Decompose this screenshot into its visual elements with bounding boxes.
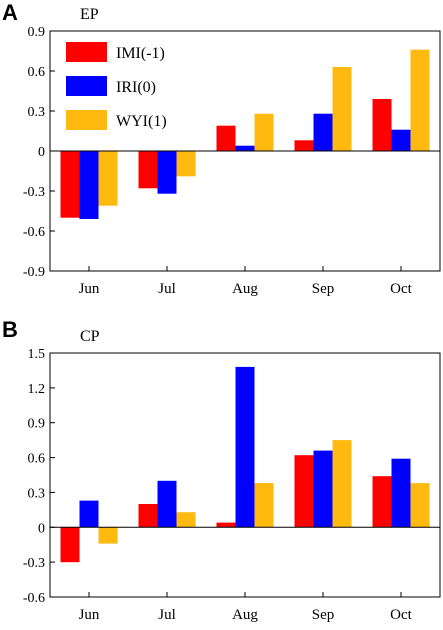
y-tick-label: 0.9	[28, 417, 46, 432]
panel-a-legend: IMI(-1) IRI(0) WYI(1)	[66, 42, 167, 130]
panel-b-subtitle: CP	[80, 328, 100, 345]
bar-aug-series-0	[216, 125, 236, 151]
bar-sep-series-0	[294, 140, 314, 151]
bar-oct-series-2	[410, 483, 430, 528]
legend-swatch-1	[66, 76, 107, 96]
bar-oct-series-1	[391, 458, 411, 528]
x-tick-label-oct: Oct	[390, 607, 412, 623]
x-tick-label-jul: Jul	[158, 607, 176, 623]
y-tick-label: 0.6	[28, 65, 46, 80]
y-tick-label: -0.3	[23, 556, 45, 571]
legend-swatch-2	[66, 110, 107, 130]
legend-swatch-0	[66, 42, 107, 62]
panel-a-bars	[50, 49, 440, 219]
y-tick-label: 0	[38, 521, 45, 536]
bar-jun-series-2	[98, 151, 118, 206]
bar-sep-series-1	[313, 113, 333, 151]
panel-b-y-axis: -0.6 -0.3 0 0.3 0.6 0.9 1.2 1.5	[23, 347, 55, 606]
x-tick-label-oct: Oct	[390, 281, 412, 297]
x-tick-label-sep: Sep	[312, 607, 335, 623]
bar-aug-series-0	[216, 522, 236, 528]
panel-a-y-axis: -0.9 -0.6 -0.3 0 0.3 0.6 0.9	[23, 25, 55, 280]
bar-aug-series-1	[235, 145, 255, 151]
bar-jun-series-0	[60, 151, 80, 218]
x-tick-label-jun: Jun	[79, 607, 100, 623]
bar-sep-series-1	[313, 450, 333, 528]
y-tick-label: 0.6	[28, 452, 46, 467]
x-tick-label-sep: Sep	[312, 281, 335, 297]
panel-a-x-axis: Jun Jul Aug Sep Oct	[79, 266, 413, 297]
y-tick-label: 1.2	[28, 382, 46, 397]
bar-jul-series-0	[138, 504, 158, 528]
bar-jul-series-2	[176, 151, 196, 177]
y-tick-label: -0.9	[23, 265, 45, 280]
panel-b-letter: B	[2, 317, 18, 342]
bar-jun-series-2	[98, 527, 118, 544]
y-tick-label: 0	[38, 145, 45, 160]
bar-aug-series-2	[254, 483, 274, 528]
bar-oct-series-0	[372, 476, 392, 528]
bar-oct-series-1	[391, 129, 411, 151]
y-tick-label: 0.9	[28, 25, 46, 40]
bar-aug-series-1	[235, 366, 255, 528]
y-tick-label: 0.3	[28, 486, 46, 501]
y-tick-label: -0.6	[23, 225, 45, 240]
bar-jun-series-0	[60, 527, 80, 563]
bar-jul-series-1	[157, 151, 177, 194]
y-tick-label: -0.6	[23, 591, 45, 606]
y-tick-label: -0.3	[23, 185, 45, 200]
bar-jun-series-1	[79, 500, 99, 528]
bar-sep-series-0	[294, 455, 314, 528]
x-tick-label-aug: Aug	[232, 281, 258, 297]
legend-label-0: IMI(-1)	[116, 45, 165, 62]
panel-b-x-axis: Jun Jul Aug Sep Oct	[79, 592, 413, 623]
bar-aug-series-2	[254, 113, 274, 151]
bar-jul-series-1	[157, 480, 177, 528]
legend-label-2: WYI(1)	[116, 113, 167, 130]
panel-a-subtitle: EP	[80, 6, 99, 23]
panel-a-letter: A	[2, 0, 18, 25]
legend-label-1: IRI(0)	[116, 79, 156, 96]
x-tick-label-aug: Aug	[232, 607, 258, 623]
x-tick-label-jul: Jul	[158, 281, 176, 297]
y-tick-label: 0.3	[28, 105, 46, 120]
y-tick-label: 1.5	[28, 347, 46, 362]
bar-oct-series-0	[372, 99, 392, 151]
bar-oct-series-2	[410, 49, 430, 152]
bar-jun-series-1	[79, 151, 99, 219]
bar-jul-series-2	[176, 512, 196, 528]
x-tick-label-jun: Jun	[79, 281, 100, 297]
bar-sep-series-2	[332, 67, 352, 151]
panel-b-bars	[50, 366, 440, 563]
panel-b: B CP -0.6 -0.3 0 0.3 0.6 0.9 1.2 1.5 Jun Jul Aug S…	[2, 317, 441, 623]
bar-jul-series-0	[138, 151, 158, 189]
panel-a: A EP -0.9 -0.6 -0.3 0 0.3 0.6 0.9 Jun Jul Aug Sep…	[2, 0, 441, 297]
bar-sep-series-2	[332, 440, 352, 528]
